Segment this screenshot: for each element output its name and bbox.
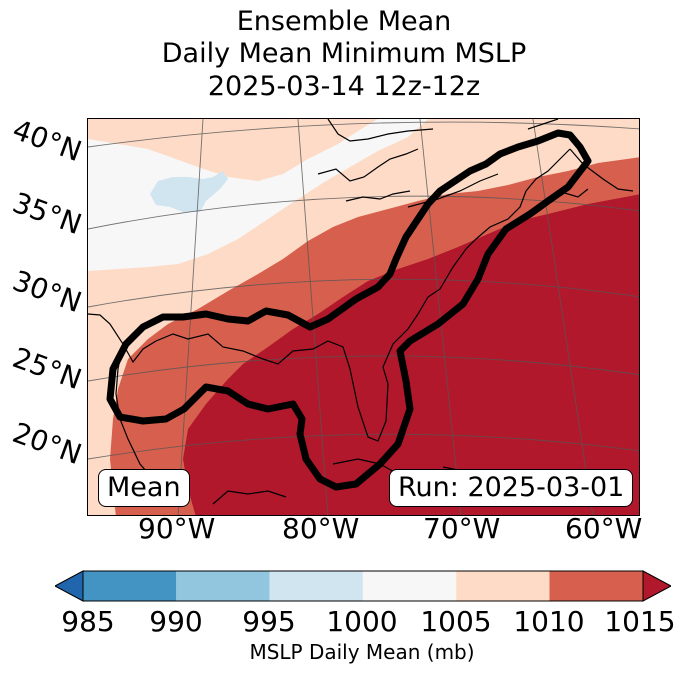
band-1000-1005-stripe <box>88 119 428 271</box>
mean-label-box: Mean <box>98 469 190 507</box>
lon-label-60w: 60°W <box>565 512 643 545</box>
map-panel: Mean Run: 2025-03-01 <box>87 118 640 516</box>
colorbar-tick-995: 995 <box>242 605 296 638</box>
lat-label-25: 25°N <box>8 340 86 397</box>
graticule <box>88 119 639 515</box>
colorbar-tick-990: 990 <box>149 605 203 638</box>
lat-label-35: 35°N <box>8 185 86 242</box>
title-line-2: Daily Mean Minimum MSLP <box>161 38 527 69</box>
band-1005-1010-top <box>88 119 639 297</box>
contour-outline <box>106 129 592 491</box>
colorbar-tick-1005: 1005 <box>420 605 492 638</box>
colorbar-segment-985-990 <box>83 571 177 601</box>
colorbar-label: MSLP Daily Mean (mb) <box>249 640 475 664</box>
colorbar-extend-low <box>55 570 84 602</box>
colorbar-tick-985: 985 <box>61 605 115 638</box>
title-line-3: 2025-03-14 12z-12z <box>207 71 481 102</box>
colorbar-extend-high <box>642 570 671 602</box>
lon-label-90w: 90°W <box>138 512 216 545</box>
colorbar-tick-1010: 1010 <box>513 605 585 638</box>
colorbar-tick-1015: 1015 <box>604 605 676 638</box>
lat-label-30: 30°N <box>8 263 86 320</box>
colorbar-segment-995-1000 <box>269 571 363 601</box>
colorbar-segment-990-995 <box>176 571 270 601</box>
band-995-1000-blob <box>150 171 228 212</box>
colorbar-segment-1000-1005 <box>362 571 457 601</box>
lon-label-70w: 70°W <box>423 512 501 545</box>
colorbar-segment-1010-1015 <box>549 571 643 601</box>
lon-label-80w: 80°W <box>282 512 360 545</box>
colorbar-tick-1000: 1000 <box>326 605 398 638</box>
map-svg <box>88 119 639 515</box>
lat-label-20: 20°N <box>8 415 86 472</box>
colorbar-segment-1005-1010 <box>456 571 550 601</box>
lat-label-40: 40°N <box>8 112 86 169</box>
colorbar <box>55 570 671 602</box>
title-line-1: Ensemble Mean <box>236 6 452 37</box>
run-date-box: Run: 2025-03-01 <box>389 469 634 507</box>
